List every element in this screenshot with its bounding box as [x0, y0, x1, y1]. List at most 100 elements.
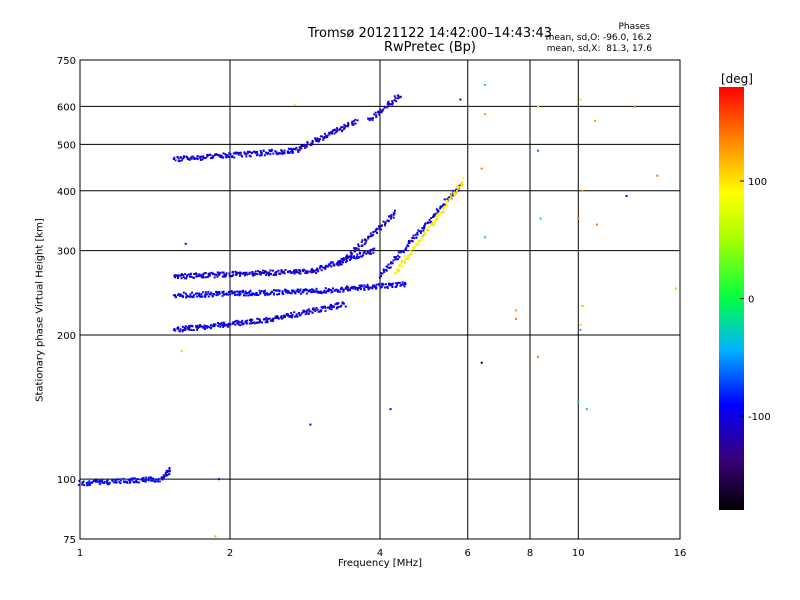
data-point	[270, 290, 273, 293]
data-point	[363, 284, 366, 287]
data-point	[336, 130, 339, 133]
data-point	[117, 478, 120, 481]
data-point	[457, 187, 460, 190]
data-point	[327, 290, 330, 293]
data-point	[226, 293, 229, 296]
data-point	[214, 153, 217, 156]
data-point	[279, 272, 282, 275]
phase-x-stats: mean, sd,X: 81.3, 17.6	[546, 44, 652, 54]
data-point	[388, 266, 391, 269]
data-point	[282, 270, 285, 273]
data-point	[419, 238, 422, 241]
data-point	[387, 282, 390, 285]
data-point	[206, 293, 209, 296]
data-point	[417, 229, 420, 232]
data-point	[359, 286, 362, 289]
data-point	[204, 291, 207, 294]
data-point	[270, 319, 273, 322]
data-point	[187, 328, 190, 331]
data-point	[457, 189, 460, 192]
data-point	[287, 150, 290, 153]
data-point	[392, 259, 395, 262]
data-point	[291, 271, 294, 274]
data-point	[210, 271, 213, 274]
colorbar-unit-label: [deg]	[721, 72, 753, 86]
data-point	[325, 134, 328, 137]
data-point	[157, 477, 160, 480]
data-point	[392, 216, 395, 219]
data-point	[383, 223, 386, 226]
colorbar-tick-label: -100	[748, 412, 771, 423]
data-point	[181, 330, 184, 333]
data-point	[347, 121, 350, 124]
data-point	[306, 141, 309, 144]
data-point	[192, 276, 195, 279]
data-point	[433, 222, 436, 225]
colorbar-tick-label: 100	[748, 177, 767, 188]
data-point	[312, 307, 315, 310]
x-tick-label: 8	[527, 548, 533, 559]
data-point	[349, 258, 352, 261]
data-point	[241, 319, 244, 322]
data-point	[135, 478, 138, 481]
data-point	[323, 135, 326, 138]
data-point	[342, 257, 345, 260]
data-point	[386, 102, 389, 105]
data-point	[407, 257, 410, 260]
data-point	[207, 290, 210, 293]
x-tick-label: 10	[572, 548, 585, 559]
data-point	[333, 289, 336, 292]
data-point	[536, 105, 539, 108]
data-point	[367, 237, 370, 240]
data-point	[239, 321, 242, 324]
data-point	[191, 291, 194, 294]
data-point	[320, 306, 323, 309]
data-point	[412, 237, 415, 240]
data-point	[200, 158, 203, 161]
data-point	[255, 292, 258, 295]
data-point	[309, 310, 312, 313]
data-point	[225, 323, 228, 326]
data-point	[366, 251, 369, 254]
data-point	[293, 148, 296, 151]
data-point	[334, 128, 337, 131]
data-point	[245, 155, 248, 158]
data-point	[480, 167, 483, 170]
data-point	[223, 273, 226, 276]
data-point	[188, 328, 191, 331]
data-point	[436, 217, 439, 220]
data-point	[318, 139, 321, 142]
data-point	[224, 324, 227, 327]
data-point	[287, 270, 290, 273]
data-point	[442, 211, 445, 214]
data-point	[396, 97, 399, 100]
data-point	[395, 258, 398, 261]
data-point	[256, 150, 259, 153]
data-point	[426, 229, 429, 232]
data-point	[275, 270, 278, 273]
data-point	[384, 286, 387, 289]
data-point	[229, 293, 232, 296]
data-point	[367, 117, 370, 120]
data-point	[314, 137, 317, 140]
data-point	[251, 318, 254, 321]
data-point	[320, 292, 323, 295]
data-point	[147, 476, 150, 479]
data-point	[263, 318, 266, 321]
data-point	[322, 136, 325, 139]
data-point	[210, 157, 213, 160]
x-axis-label: Frequency [MHz]	[337, 558, 423, 569]
data-point	[369, 248, 372, 251]
data-point	[266, 292, 269, 295]
data-point	[291, 148, 294, 151]
data-point	[265, 316, 268, 319]
data-point	[338, 259, 341, 262]
data-point	[99, 482, 102, 485]
colorbar-ticks: 100 0 -100	[740, 177, 771, 423]
data-point	[302, 268, 305, 271]
data-point	[231, 322, 234, 325]
data-point	[405, 257, 408, 260]
data-point	[361, 244, 364, 247]
data-point	[306, 288, 309, 291]
data-point	[593, 119, 596, 122]
